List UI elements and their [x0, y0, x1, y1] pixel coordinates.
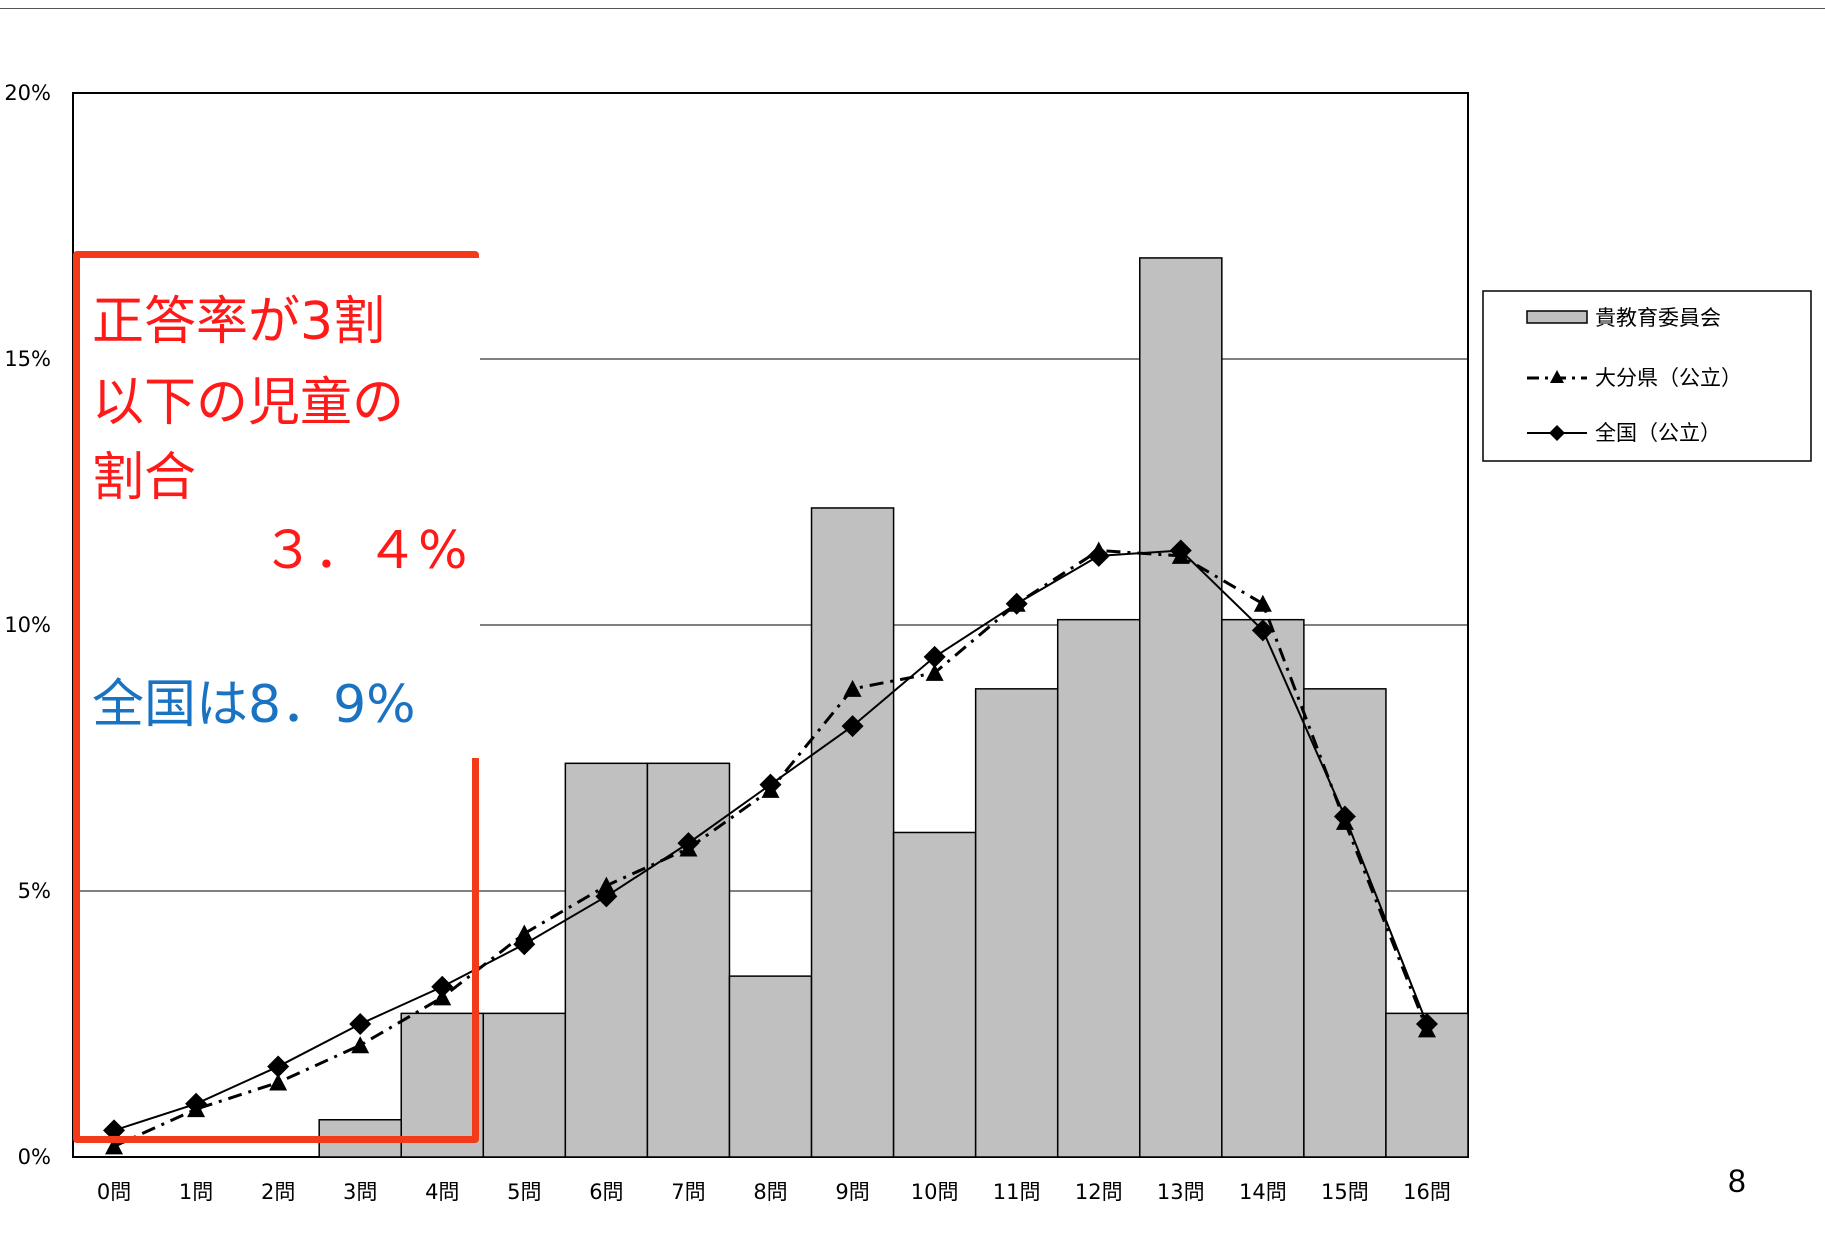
bar-13問: [1139, 257, 1223, 1158]
triangle-marker-3問: [351, 1036, 370, 1054]
y-tick-label-1: 5%: [18, 879, 51, 903]
line-series: [103, 539, 1438, 1155]
bar-12問: [1056, 618, 1141, 1158]
triangle-marker-5問: [515, 924, 534, 942]
bar-6問: [564, 762, 649, 1158]
bar-11問: [974, 688, 1059, 1158]
annotation-line-3: 割合: [92, 448, 197, 508]
diamond-marker-4問: [431, 975, 454, 998]
legend: 貴教育委員会 大分県（公立） 全国（公立）: [1482, 290, 1812, 462]
x-tick-label-3: 3問: [343, 1180, 377, 1204]
legend-label-prefecture: 大分県（公立）: [1595, 366, 1742, 390]
diamond-marker-2問: [267, 1055, 290, 1078]
x-tick-label-4: 4問: [425, 1180, 459, 1204]
bar-5問: [482, 1012, 567, 1158]
x-tick-label-12: 12問: [1075, 1180, 1123, 1204]
triangle-marker-10問: [925, 663, 944, 681]
triangle-marker-9問: [843, 679, 862, 697]
x-tick-label-7: 7問: [671, 1180, 705, 1204]
x-tick-label-13: 13問: [1157, 1180, 1205, 1204]
annotation-rate-value: ３．４%: [262, 521, 468, 581]
triangle-marker-0問: [105, 1137, 124, 1155]
annotation-national-rate: 全国は8．9%: [92, 675, 416, 735]
diamond-marker-15問: [1333, 805, 1356, 828]
x-tick-label-1: 1問: [179, 1180, 213, 1204]
legend-label-national: 全国（公立）: [1595, 421, 1721, 445]
diamond-marker-13問: [1169, 539, 1192, 562]
x-tick-label-8: 8問: [753, 1180, 787, 1204]
legend-label-board: 貴教育委員会: [1595, 306, 1721, 330]
diamond-marker-5問: [513, 933, 536, 956]
triangle-marker-14問: [1253, 594, 1272, 612]
x-tick-label-15: 15問: [1321, 1180, 1369, 1204]
bar-4問: [400, 1012, 485, 1158]
x-tick-label-16: 16問: [1403, 1180, 1451, 1204]
diamond-marker-10問: [923, 645, 946, 668]
diamond-marker-9問: [841, 715, 864, 738]
diamond-marker-3問: [349, 1013, 372, 1035]
diamond-marker-7問: [677, 832, 700, 855]
page-number: 8: [1728, 1163, 1746, 1199]
y-tick-label-0: 0%: [18, 1145, 51, 1169]
triangle-marker-2問: [269, 1073, 288, 1091]
x-tick-label-14: 14問: [1239, 1180, 1287, 1204]
x-tick-label-0: 0問: [97, 1180, 131, 1204]
x-tick-label-10: 10問: [911, 1180, 959, 1204]
bar-8問: [728, 975, 813, 1158]
x-axis-ticks: 0問 1問 2問 3問 4問 5問 6問 7問 8問 9問 10問 11問 12問 13問 14問 15問 16…: [97, 1180, 1451, 1204]
diamond-marker-14問: [1251, 619, 1274, 642]
bar-15問: [1303, 688, 1387, 1158]
bar-series: [318, 257, 1469, 1158]
triangle-marker-icon: [1550, 370, 1564, 383]
diamond-marker-11問: [1005, 592, 1028, 615]
x-tick-label-2: 2問: [261, 1180, 295, 1204]
bar-14問: [1221, 618, 1305, 1158]
diamond-marker-16問: [1415, 1013, 1438, 1035]
y-tick-label-2: 10%: [4, 613, 51, 637]
diamond-marker-12問: [1087, 544, 1110, 567]
y-tick-label-3: 15%: [4, 347, 51, 371]
y-tick-label-4: 20%: [4, 81, 51, 105]
x-tick-label-9: 9問: [835, 1180, 869, 1204]
bar-9問: [810, 507, 895, 1158]
diamond-marker-8問: [759, 773, 782, 796]
diamond-marker-0問: [103, 1119, 126, 1142]
triangle-marker-6問: [597, 876, 616, 894]
x-tick-label-5: 5問: [507, 1180, 541, 1204]
x-tick-label-6: 6問: [589, 1180, 623, 1204]
y-axis-ticks: 0% 5% 10% 15% 20%: [4, 81, 51, 1169]
diamond-marker-1問: [185, 1092, 208, 1115]
x-tick-label-11: 11問: [993, 1180, 1041, 1204]
diamond-marker-icon: [1549, 425, 1565, 441]
diamond-marker-6問: [595, 885, 618, 908]
annotation-line-2: 以下の児童の: [92, 373, 405, 433]
annotation-line-1: 正答率が3割: [92, 292, 386, 352]
legend-swatch-bar: [1526, 310, 1588, 324]
bar-10問: [892, 831, 977, 1158]
top-divider-line: [0, 8, 1825, 9]
annotation-background: [80, 258, 480, 758]
